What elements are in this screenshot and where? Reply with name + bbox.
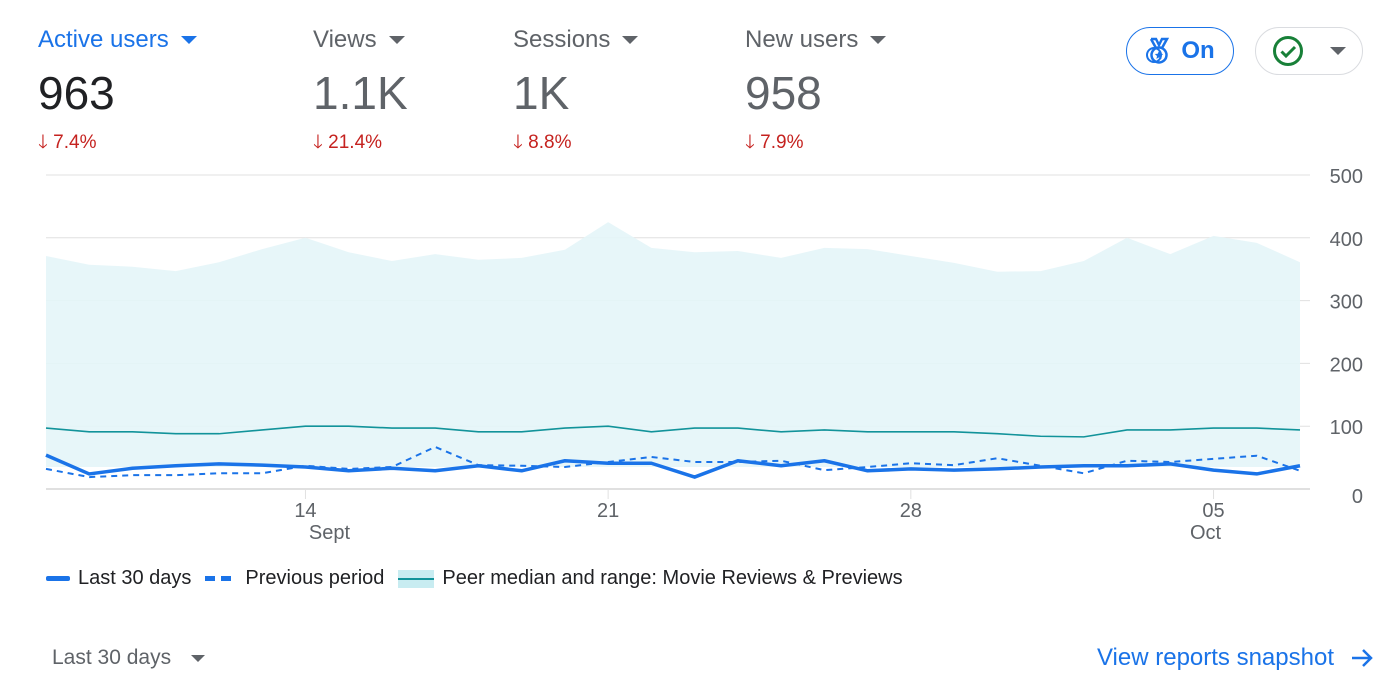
band-swatch [398,569,435,588]
metric-label[interactable]: Views [313,26,408,54]
previous-period-line [45,445,1301,479]
legend-item-last-30-days: Last 30 days [46,567,191,590]
arrow-down-icon: 🡓 [745,132,761,153]
metric-sessions[interactable]: Sessions 1K 🡓 8.8% [513,26,639,160]
metric-value: 958 [745,67,822,119]
y-tick-label: 300 [1330,292,1363,314]
metric-label[interactable]: New users [745,26,887,54]
metric-label[interactable]: Active users [38,26,197,54]
medal-icon [1146,37,1170,64]
metric-label[interactable]: Sessions [513,26,639,54]
check-circle-icon [1273,36,1303,66]
x-tick-label: 14 [294,500,316,522]
label-text: Active users [38,26,169,53]
y-tick-label: 500 [1330,166,1363,188]
delta-text: 7.9% [760,132,804,153]
date-range-dropdown[interactable]: Last 30 days [52,646,206,670]
metric-delta: 🡓 7.9% [745,128,886,160]
metric-active-users[interactable]: Active users 963 🡓 7.4% [38,26,197,160]
delta-text: 21.4% [328,132,383,153]
metric-delta: 🡓 21.4% [313,128,408,160]
x-tick-month: Sept [309,522,351,544]
y-tick-label: 100 [1330,417,1363,439]
x-tick-label: 05 [1202,500,1224,522]
y-tick-label: 0 [1352,486,1363,508]
caret-down-icon [180,36,197,44]
metric-value: 963 [38,67,115,119]
arrow-down-icon: 🡓 [38,132,54,153]
toggle-label: On [1181,37,1215,64]
legend-label: Last 30 days [78,567,192,589]
caret-down-icon [191,654,206,662]
legend-label: Previous period [245,567,385,589]
caret-down-icon [388,36,405,44]
benchmark-toggle-button[interactable]: On [1126,27,1234,75]
legend-item-peer: Peer median and range: Movie Reviews & P… [398,567,903,590]
status-dropdown[interactable] [1255,27,1363,75]
dashed-line-swatch [205,575,232,581]
metric-delta: 🡓 7.4% [38,128,197,160]
arrow-right-icon [1352,649,1373,667]
metric-views[interactable]: Views 1.1K 🡓 21.4% [313,26,408,160]
metric-new-users[interactable]: New users 958 🡓 7.9% [745,26,887,160]
label-text: Views [313,26,377,53]
label-text: New users [745,26,859,53]
last-30-days-line [45,453,1301,479]
x-tick-label: 21 [597,500,619,522]
caret-down-icon [622,36,639,44]
solid-line-swatch [46,575,70,581]
date-range-label: Last 30 days [52,646,172,669]
arrow-down-icon: 🡓 [513,132,529,153]
arrow-down-icon: 🡓 [313,132,329,153]
label-text: Sessions [513,26,611,53]
metric-value: 1.1K [313,67,408,119]
legend-item-previous-period: Previous period [205,567,384,590]
y-tick-label: 400 [1330,229,1363,251]
link-label: View reports snapshot [1096,644,1334,671]
delta-text: 7.4% [53,132,97,153]
peer-median-line [45,425,1301,438]
chart-legend: Last 30 days Previous period Peer median… [46,567,903,590]
y-tick-label: 200 [1330,354,1363,376]
legend-label: Peer median and range: Movie Reviews & P… [442,567,903,589]
x-tick-month: Oct [1190,522,1222,544]
delta-text: 8.8% [528,132,572,153]
metric-delta: 🡓 8.8% [513,128,638,160]
caret-down-icon [1330,47,1346,55]
x-tick-label: 28 [900,500,922,522]
caret-down-icon [870,36,887,44]
peer-range-band [46,222,1300,468]
view-reports-snapshot-link[interactable]: View reports snapshot [1097,644,1374,672]
metric-value: 1K [513,67,570,119]
